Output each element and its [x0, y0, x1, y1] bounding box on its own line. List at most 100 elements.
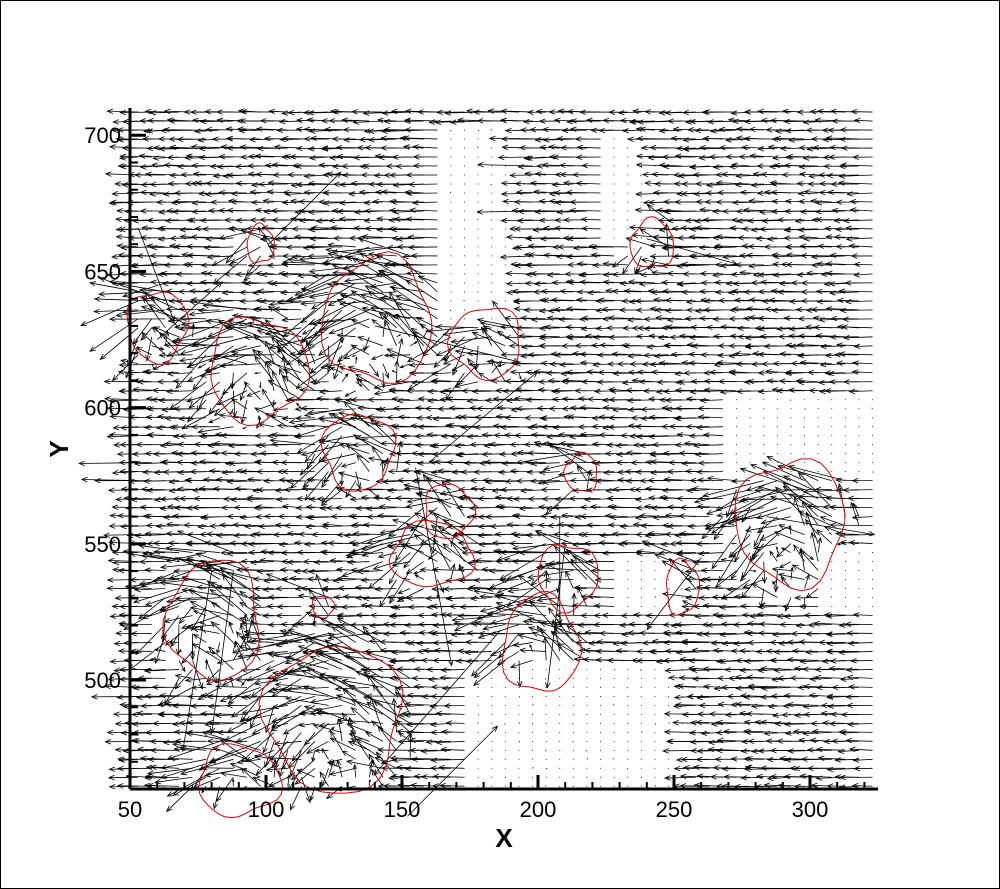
- vector-arrow: [140, 570, 180, 588]
- vector-arrow: [464, 147, 466, 149]
- vector-arrow: [331, 626, 356, 643]
- vector-arrow: [172, 496, 234, 502]
- vector-arrow: [491, 488, 519, 494]
- vector-arrow: [331, 136, 356, 142]
- vector-arrow: [270, 705, 316, 732]
- vector-arrow: [497, 504, 533, 510]
- vector-arrow: [627, 731, 629, 733]
- vector-arrow: [351, 354, 356, 358]
- vector-arrow: [281, 468, 315, 475]
- vector-arrow: [362, 522, 397, 528]
- vector-arrow: [286, 642, 316, 659]
- vector-arrow: [776, 435, 778, 437]
- vector-arrow: [301, 354, 329, 367]
- vector-arrow: [477, 318, 479, 320]
- vector-arrow: [185, 243, 220, 250]
- vector-arrow: [197, 137, 220, 143]
- vector-arrow: [450, 174, 452, 176]
- vector-arrow: [492, 423, 519, 429]
- vector-arrow: [227, 678, 261, 705]
- vector-arrow: [688, 730, 710, 736]
- vector-arrow: [600, 776, 602, 778]
- vector-arrow: [469, 595, 492, 602]
- vector-arrow: [395, 163, 424, 169]
- vector-arrow: [645, 459, 669, 465]
- vector-arrow: [545, 740, 547, 742]
- vector-arrow: [776, 217, 805, 223]
- vector-arrow: [704, 252, 737, 259]
- vector-arrow: [271, 713, 302, 723]
- vector-arrow: [729, 225, 751, 231]
- vector-arrow: [849, 198, 873, 205]
- vector-arrow: [477, 264, 479, 266]
- vector-arrow: [670, 622, 696, 629]
- vector-arrow: [764, 306, 791, 312]
- vector-arrow: [491, 318, 493, 320]
- vector-arrow: [288, 660, 329, 673]
- vector-arrow: [654, 570, 656, 572]
- vector-arrow: [469, 505, 492, 511]
- vector-arrow: [374, 757, 397, 769]
- vector-arrow: [163, 108, 193, 114]
- vector-arrow: [491, 291, 493, 293]
- vector-arrow: [679, 505, 710, 511]
- vector-arrow: [763, 730, 791, 736]
- vector-arrow: [842, 487, 873, 493]
- vector-arrow: [736, 426, 738, 428]
- vector-arrow: [255, 297, 275, 304]
- vector-arrow: [297, 645, 343, 661]
- vector-arrow: [634, 298, 669, 304]
- vector-arrow: [191, 200, 220, 206]
- vector-arrow: [735, 388, 764, 395]
- vector-arrow: [848, 746, 873, 753]
- vector-arrow: [328, 767, 356, 776]
- vector-arrow: [580, 225, 601, 232]
- vector-arrow: [572, 713, 574, 715]
- vector-arrow: [382, 363, 390, 379]
- vector-arrow: [547, 560, 601, 566]
- vector-arrow: [366, 534, 411, 545]
- vector-arrow: [763, 417, 765, 419]
- vector-arrow: [407, 181, 438, 188]
- vector-arrow: [355, 381, 363, 387]
- vector-arrow: [176, 163, 207, 170]
- vector-arrow: [151, 578, 179, 584]
- vector-arrow: [307, 408, 356, 415]
- vector-arrow: [477, 677, 479, 679]
- vector-arrow: [145, 336, 153, 362]
- vector-arrow: [255, 171, 288, 178]
- vector-arrow: [430, 630, 465, 637]
- vector-arrow: [570, 558, 601, 589]
- vector-arrow: [559, 749, 561, 751]
- vector-arrow: [510, 407, 533, 413]
- vector-arrow: [409, 341, 418, 347]
- vector-arrow: [572, 785, 574, 787]
- vector-arrow: [572, 668, 574, 670]
- vector-arrow: [275, 346, 302, 365]
- vector-arrow: [149, 657, 166, 663]
- vector-arrow: [491, 237, 493, 239]
- vector-arrow: [720, 684, 751, 691]
- vector-arrow: [432, 622, 465, 628]
- vector-arrow: [432, 657, 465, 664]
- vector-arrow: [289, 154, 343, 160]
- vector-arrow: [222, 496, 247, 502]
- vector-arrow: [724, 666, 751, 673]
- vector-arrow: [111, 470, 139, 476]
- vector-arrow: [271, 660, 316, 682]
- vector-arrow: [611, 407, 642, 413]
- vector-arrow: [750, 464, 792, 482]
- vector-arrow: [454, 349, 479, 356]
- vector-arrow: [627, 228, 629, 230]
- vector-arrow: [838, 649, 873, 656]
- vector-arrow: [640, 570, 642, 572]
- vector-arrow: [579, 360, 601, 366]
- vector-arrow: [234, 163, 261, 170]
- vector-arrow: [720, 324, 751, 330]
- vector-arrow: [389, 755, 451, 761]
- vector-arrow: [825, 270, 846, 276]
- vector-arrow: [872, 426, 874, 428]
- vector-arrow: [797, 510, 832, 526]
- vector-arrow: [703, 387, 737, 393]
